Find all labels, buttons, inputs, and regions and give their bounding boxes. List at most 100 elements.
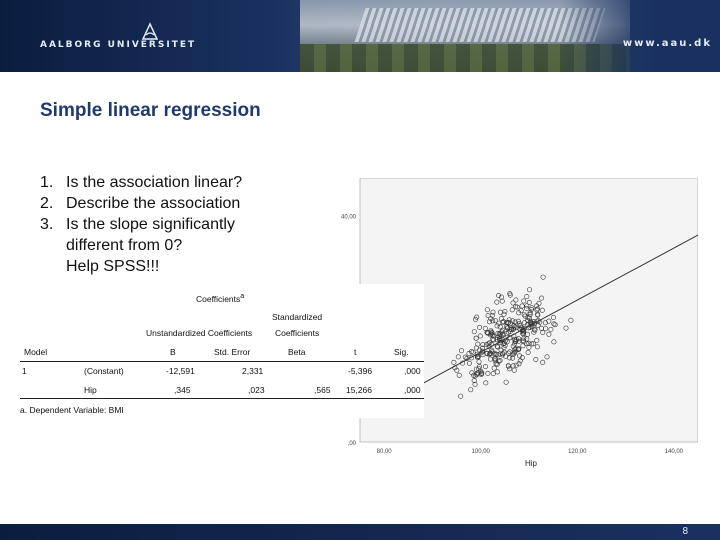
scatter-point xyxy=(489,312,495,318)
row-constant-t: -5,396 xyxy=(348,366,373,376)
scatter-point xyxy=(521,298,527,304)
scatter-point xyxy=(484,307,490,313)
scatter-point xyxy=(469,370,475,376)
scatter-point xyxy=(540,274,546,280)
scatter-point xyxy=(513,362,519,368)
scatter-point xyxy=(504,331,510,337)
scatter-point xyxy=(492,356,498,362)
scatter-point xyxy=(507,366,513,372)
scatter-point xyxy=(510,326,516,332)
scatter-point xyxy=(472,373,478,379)
list-item-continuation: Help SPSS!!! xyxy=(66,258,160,275)
scatter-point xyxy=(524,294,530,300)
y-tick-label: 40,00 xyxy=(341,215,357,221)
row-hip-t: 15,266 xyxy=(346,385,372,395)
scatter-point xyxy=(539,325,545,331)
scatter-point xyxy=(510,300,516,306)
scatter-point xyxy=(526,340,532,346)
scatter-point xyxy=(522,313,528,319)
scatter-point xyxy=(483,364,489,370)
scatter-point xyxy=(539,295,545,301)
scatter-point xyxy=(527,287,533,293)
list-item: 1. Is the association linear? xyxy=(40,174,243,191)
row-hip-se: ,023 xyxy=(248,385,265,395)
scatter-point xyxy=(495,344,501,350)
scatter-point xyxy=(458,393,464,399)
table-title: Coefficientsa xyxy=(196,292,245,304)
scatter-point xyxy=(500,331,506,337)
scatter-point xyxy=(509,307,515,313)
scatter-point xyxy=(480,342,486,348)
scatter-point xyxy=(468,387,474,393)
scatter-point xyxy=(498,347,504,353)
x-axis-label: Hip xyxy=(525,459,538,468)
scatter-point xyxy=(533,357,539,363)
scatter-point xyxy=(513,346,519,352)
scatter-point xyxy=(532,327,538,333)
scatter-point xyxy=(494,299,500,305)
row-hip-sig: ,000 xyxy=(404,385,421,395)
scatter-point xyxy=(507,292,513,298)
scatter-point xyxy=(510,318,516,324)
scatter-point xyxy=(471,378,477,384)
scatter-point xyxy=(475,341,481,347)
scatter-point xyxy=(563,325,569,331)
scatter-point xyxy=(496,293,502,299)
scatter-point xyxy=(552,322,558,328)
scatter-point xyxy=(539,307,545,313)
scatter-point xyxy=(521,312,527,318)
scatter-point xyxy=(473,316,479,322)
header-banner: AALBORG UNIVERSITET www.aau.dk xyxy=(0,0,720,72)
banner-fade xyxy=(560,0,720,72)
scatter-point xyxy=(534,337,540,343)
scatter-point xyxy=(568,317,574,323)
scatter-point xyxy=(500,319,506,325)
scatter-point xyxy=(494,343,500,349)
scatter-point xyxy=(488,329,494,335)
scatter-point xyxy=(491,337,497,343)
scatter-point xyxy=(505,320,511,326)
scatter-point xyxy=(501,311,507,317)
scatter-point xyxy=(522,320,528,326)
col-b: B xyxy=(170,347,176,357)
aau-logo-icon xyxy=(141,22,159,40)
scatter-point xyxy=(473,366,479,372)
scatter-point xyxy=(521,327,527,333)
scatter-point xyxy=(455,354,461,360)
scatter-point xyxy=(478,372,484,378)
scatter-point xyxy=(459,348,465,354)
scatter-point xyxy=(551,321,557,327)
scatter-point xyxy=(507,355,513,361)
scatter-point xyxy=(503,379,509,385)
scatter-point xyxy=(512,336,518,342)
scatter-point xyxy=(502,343,508,349)
x-axis-ticks: 80,00 100,00 120,00 140,00 xyxy=(377,449,684,455)
scatter-point xyxy=(512,324,518,330)
row-constant-b: -12,591 xyxy=(166,366,195,376)
y-tick-label: ,00 xyxy=(348,441,357,447)
table-rule xyxy=(20,361,424,362)
scatter-point xyxy=(519,355,525,361)
scatter-point xyxy=(491,365,497,371)
scatter-point xyxy=(548,326,554,332)
scatter-point xyxy=(482,325,488,331)
scatter-point xyxy=(472,381,478,387)
scatter-point xyxy=(531,329,537,335)
scatter-point xyxy=(525,315,531,321)
row-constant-label: (Constant) xyxy=(84,366,124,376)
scatter-point xyxy=(524,303,530,309)
x-tick-label: 80,00 xyxy=(377,449,393,455)
scatter-point xyxy=(476,354,482,360)
scatter-point xyxy=(496,333,502,339)
scatter-point xyxy=(528,319,534,325)
col-t: t xyxy=(354,347,357,357)
col-model: Model xyxy=(24,347,48,357)
scatter-point xyxy=(483,380,489,386)
scatter-point xyxy=(511,323,517,329)
scatter-point xyxy=(487,319,493,325)
scatter-point xyxy=(516,361,522,367)
scatter-point xyxy=(473,335,479,341)
row-hip-b: ,345 xyxy=(174,385,191,395)
scatter-point xyxy=(471,329,477,335)
university-url[interactable]: www.aau.dk xyxy=(622,38,712,49)
